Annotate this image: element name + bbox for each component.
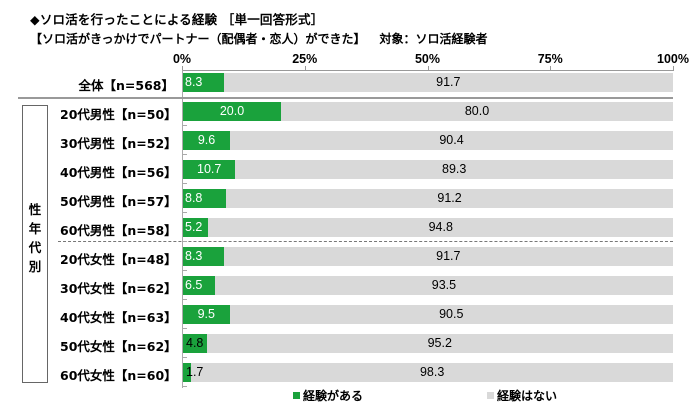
bar-row: 9.5 90.5 bbox=[183, 305, 673, 324]
value-label-yes: 8.3 bbox=[185, 75, 203, 89]
row-label: 60代女性【n=60】 bbox=[60, 368, 177, 383]
row-label: 20代女性【n=48】 bbox=[60, 252, 177, 267]
gender-separator bbox=[58, 241, 673, 242]
value-label-no: 95.2 bbox=[427, 336, 452, 350]
bar-row: 1.7 98.3 bbox=[183, 363, 673, 382]
x-tick-label: 75% bbox=[537, 52, 563, 66]
y-tick-mark bbox=[183, 328, 187, 329]
value-label-no: 91.7 bbox=[436, 75, 461, 89]
subtitle-text: 【ソロ活がきっかけでパートナー（配偶者・恋人）ができた】 bbox=[30, 32, 366, 46]
row-label: 40代男性【n=56】 bbox=[60, 165, 177, 180]
group-box bbox=[22, 105, 48, 383]
x-tick-mark bbox=[550, 66, 552, 71]
x-tick-label: 50% bbox=[414, 52, 441, 66]
bar-segment-yes bbox=[183, 131, 231, 150]
row-label: 30代男性【n=52】 bbox=[60, 136, 177, 151]
value-label-no: 89.3 bbox=[442, 162, 467, 176]
x-tick-mark bbox=[182, 66, 183, 71]
bar-segment-yes bbox=[183, 276, 215, 295]
value-label-yes: 8.8 bbox=[185, 191, 203, 205]
row-label: 全体【n=568】 bbox=[78, 78, 174, 93]
legend-item-yes: 経験がある bbox=[293, 387, 363, 404]
y-tick-mark bbox=[183, 386, 187, 387]
y-tick-mark bbox=[183, 270, 187, 271]
value-label-yes: 10.7 bbox=[197, 162, 222, 176]
y-tick-mark bbox=[183, 357, 187, 358]
value-label-no: 94.8 bbox=[428, 220, 453, 234]
bar-row: 8.3 91.7 bbox=[183, 73, 673, 92]
bar-segment-yes bbox=[183, 189, 227, 208]
value-label-no: 91.2 bbox=[437, 191, 462, 205]
row-label: 20代男性【n=50】 bbox=[60, 107, 177, 122]
group-char: 代 bbox=[28, 240, 42, 255]
bar-row: 5.2 94.8 bbox=[183, 218, 673, 237]
bar-row: 6.5 93.5 bbox=[183, 276, 673, 295]
x-tick-mark bbox=[427, 66, 429, 71]
bar-segment-yes bbox=[183, 363, 192, 382]
value-label-no: 98.3 bbox=[419, 365, 445, 379]
x-tick-mark bbox=[304, 66, 306, 71]
value-label-yes: 1.7 bbox=[186, 365, 204, 379]
total-separator bbox=[18, 97, 673, 99]
chart-subtitle: 【ソロ活がきっかけでパートナー（配偶者・恋人）ができた】 対象：ソロ活経験者 bbox=[30, 30, 488, 47]
value-label-yes: 8.3 bbox=[185, 249, 203, 263]
bar-segment-yes bbox=[183, 334, 207, 353]
row-label: 40代女性【n=63】 bbox=[60, 310, 177, 325]
row-label: 50代男性【n=57】 bbox=[60, 194, 177, 209]
legend-item-no: 経験はない bbox=[487, 387, 557, 404]
value-label-no: 90.4 bbox=[439, 133, 464, 147]
x-tick-label: 100% bbox=[657, 52, 689, 66]
legend-label: 経験がある bbox=[303, 389, 364, 403]
bar-segment-yes bbox=[183, 247, 224, 266]
row-label: 50代女性【n=62】 bbox=[60, 339, 177, 354]
bar-row: 10.7 89.3 bbox=[183, 160, 673, 179]
x-tick-mark bbox=[673, 66, 674, 71]
value-label-yes: 5.2 bbox=[185, 220, 203, 234]
value-label-yes: 4.8 bbox=[186, 336, 204, 350]
bar-segment-yes bbox=[183, 305, 230, 324]
bar-row: 4.8 95.2 bbox=[183, 334, 673, 353]
y-tick-mark bbox=[183, 125, 187, 126]
value-label-no: 93.5 bbox=[431, 278, 457, 292]
group-label: 性 年 代 別 bbox=[22, 200, 48, 276]
bar-segment-yes bbox=[183, 160, 236, 179]
y-tick-mark bbox=[183, 183, 187, 184]
y-tick-mark bbox=[183, 299, 187, 300]
value-label-yes: 9.6 bbox=[197, 133, 216, 147]
legend-swatch-green-icon bbox=[293, 392, 300, 399]
y-tick-mark bbox=[183, 241, 187, 242]
x-tick-label: 25% bbox=[292, 52, 318, 66]
value-label-no: 90.5 bbox=[439, 307, 464, 321]
group-char: 別 bbox=[28, 259, 42, 274]
value-label-no: 91.7 bbox=[436, 249, 461, 263]
y-axis-line bbox=[182, 70, 183, 388]
bar-segment-yes bbox=[183, 218, 209, 237]
value-label-no: 80.0 bbox=[464, 104, 490, 118]
legend-label: 経験はない bbox=[497, 389, 558, 403]
bar-row: 8.8 91.2 bbox=[183, 189, 673, 208]
bar-segment-yes bbox=[183, 73, 224, 92]
row-label: 60代男性【n=58】 bbox=[60, 223, 177, 238]
chart-title: ◆ソロ活を行ったことによる経験 ［単一回答形式］ bbox=[30, 12, 324, 27]
group-char: 年 bbox=[28, 221, 42, 236]
legend-swatch-gray-icon bbox=[487, 392, 494, 399]
value-label-yes: 6.5 bbox=[185, 278, 203, 292]
row-label: 30代女性【n=62】 bbox=[60, 281, 177, 296]
bar-row: 20.0 80.0 bbox=[183, 102, 673, 121]
y-tick-mark bbox=[183, 212, 187, 213]
bar-row: 9.6 90.4 bbox=[183, 131, 673, 150]
value-label-yes: 9.5 bbox=[197, 307, 215, 321]
x-tick-label: 0% bbox=[172, 52, 192, 66]
target-note: 対象：ソロ活経験者 bbox=[379, 32, 488, 46]
y-tick-mark bbox=[183, 154, 187, 155]
bar-row: 8.3 91.7 bbox=[183, 247, 673, 266]
value-label-yes: 20.0 bbox=[219, 104, 245, 118]
bar-segment-yes bbox=[183, 102, 281, 121]
x-axis-line bbox=[182, 70, 673, 71]
group-char: 性 bbox=[28, 202, 42, 217]
